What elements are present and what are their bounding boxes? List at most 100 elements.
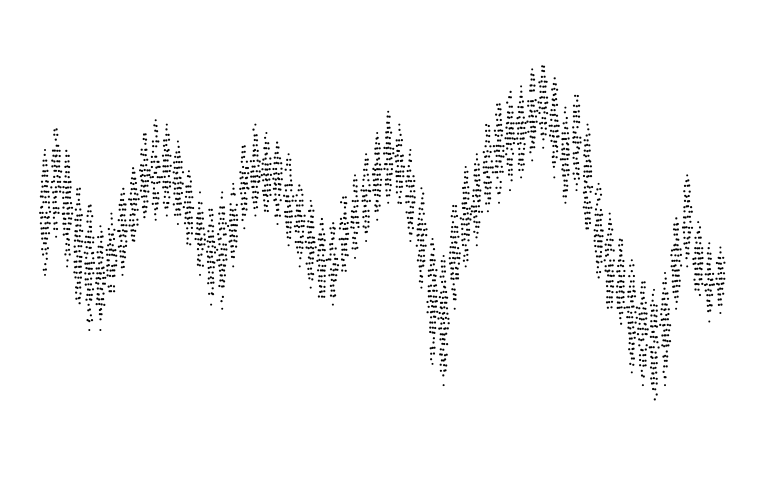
data-point bbox=[144, 133, 147, 136]
data-point bbox=[520, 132, 523, 135]
data-point bbox=[413, 196, 416, 199]
data-point bbox=[587, 154, 590, 157]
data-point bbox=[627, 290, 630, 293]
data-point bbox=[288, 183, 291, 187]
data-point bbox=[165, 139, 168, 142]
data-point bbox=[210, 219, 213, 222]
data-point bbox=[318, 264, 321, 267]
data-point bbox=[635, 316, 638, 319]
data-point bbox=[143, 158, 146, 162]
data-point bbox=[166, 206, 169, 209]
data-point bbox=[583, 170, 586, 173]
data-point bbox=[110, 212, 113, 215]
data-point bbox=[308, 236, 311, 239]
data-point bbox=[89, 283, 93, 286]
data-point bbox=[173, 166, 176, 169]
data-point bbox=[231, 245, 234, 248]
data-point bbox=[284, 184, 287, 187]
data-point bbox=[265, 152, 268, 155]
data-point bbox=[75, 297, 78, 300]
data-point bbox=[220, 300, 223, 303]
data-point bbox=[89, 246, 92, 249]
data-point bbox=[289, 230, 292, 234]
data-point bbox=[384, 183, 387, 186]
data-point bbox=[283, 194, 286, 197]
data-point bbox=[385, 142, 388, 145]
data-point bbox=[133, 239, 136, 242]
data-point bbox=[599, 208, 603, 212]
data-point bbox=[594, 250, 598, 253]
data-point bbox=[709, 309, 712, 312]
data-point bbox=[620, 239, 624, 242]
data-point bbox=[92, 236, 95, 239]
data-point bbox=[140, 195, 144, 198]
data-point bbox=[627, 295, 630, 298]
data-point bbox=[400, 165, 403, 168]
data-point bbox=[88, 241, 92, 244]
data-point bbox=[694, 288, 697, 291]
data-point bbox=[213, 261, 216, 264]
data-point bbox=[144, 184, 147, 187]
data-point bbox=[75, 193, 79, 196]
data-point bbox=[88, 308, 91, 311]
data-point bbox=[605, 280, 608, 283]
data-point bbox=[149, 176, 152, 179]
data-point bbox=[269, 157, 272, 160]
data-point bbox=[433, 321, 437, 324]
data-point bbox=[329, 227, 332, 230]
data-point bbox=[118, 203, 121, 206]
data-point bbox=[173, 192, 176, 195]
data-point bbox=[264, 141, 267, 145]
data-point bbox=[675, 259, 678, 262]
data-point bbox=[485, 166, 488, 169]
data-point bbox=[298, 220, 301, 223]
data-point bbox=[600, 260, 603, 263]
data-point bbox=[690, 206, 693, 209]
data-point bbox=[674, 264, 677, 267]
data-point bbox=[232, 187, 235, 190]
data-point bbox=[103, 303, 106, 306]
data-point bbox=[567, 169, 570, 172]
data-point bbox=[675, 279, 679, 282]
data-point bbox=[113, 264, 116, 267]
data-point bbox=[652, 335, 655, 338]
data-point bbox=[609, 244, 612, 247]
data-point bbox=[167, 201, 170, 205]
data-point bbox=[565, 121, 568, 124]
data-point bbox=[53, 133, 56, 136]
data-point bbox=[530, 84, 533, 87]
data-point bbox=[541, 65, 544, 68]
data-point bbox=[206, 250, 209, 253]
data-point bbox=[78, 296, 81, 299]
data-point bbox=[288, 204, 292, 207]
data-point bbox=[366, 200, 369, 203]
data-point bbox=[477, 168, 480, 171]
data-point bbox=[567, 143, 570, 146]
data-point bbox=[109, 243, 112, 246]
data-point bbox=[366, 158, 369, 161]
data-point bbox=[667, 308, 670, 311]
data-point bbox=[278, 178, 281, 181]
data-point bbox=[187, 185, 190, 188]
data-point bbox=[567, 137, 570, 140]
data-point bbox=[530, 73, 533, 76]
data-point bbox=[429, 321, 432, 324]
data-point bbox=[186, 211, 189, 214]
data-point bbox=[439, 369, 442, 372]
data-point bbox=[48, 222, 51, 225]
data-point bbox=[419, 259, 422, 262]
data-point bbox=[111, 244, 114, 247]
data-point bbox=[323, 269, 326, 272]
data-point bbox=[596, 266, 600, 269]
data-point bbox=[717, 288, 720, 291]
data-point bbox=[477, 189, 480, 192]
data-point bbox=[78, 265, 81, 268]
data-point bbox=[355, 190, 358, 193]
data-point bbox=[218, 284, 221, 288]
data-point bbox=[198, 264, 201, 267]
data-point bbox=[239, 177, 242, 180]
data-point bbox=[178, 155, 181, 158]
data-point bbox=[398, 123, 401, 126]
data-point bbox=[667, 344, 670, 347]
data-point bbox=[486, 175, 489, 179]
